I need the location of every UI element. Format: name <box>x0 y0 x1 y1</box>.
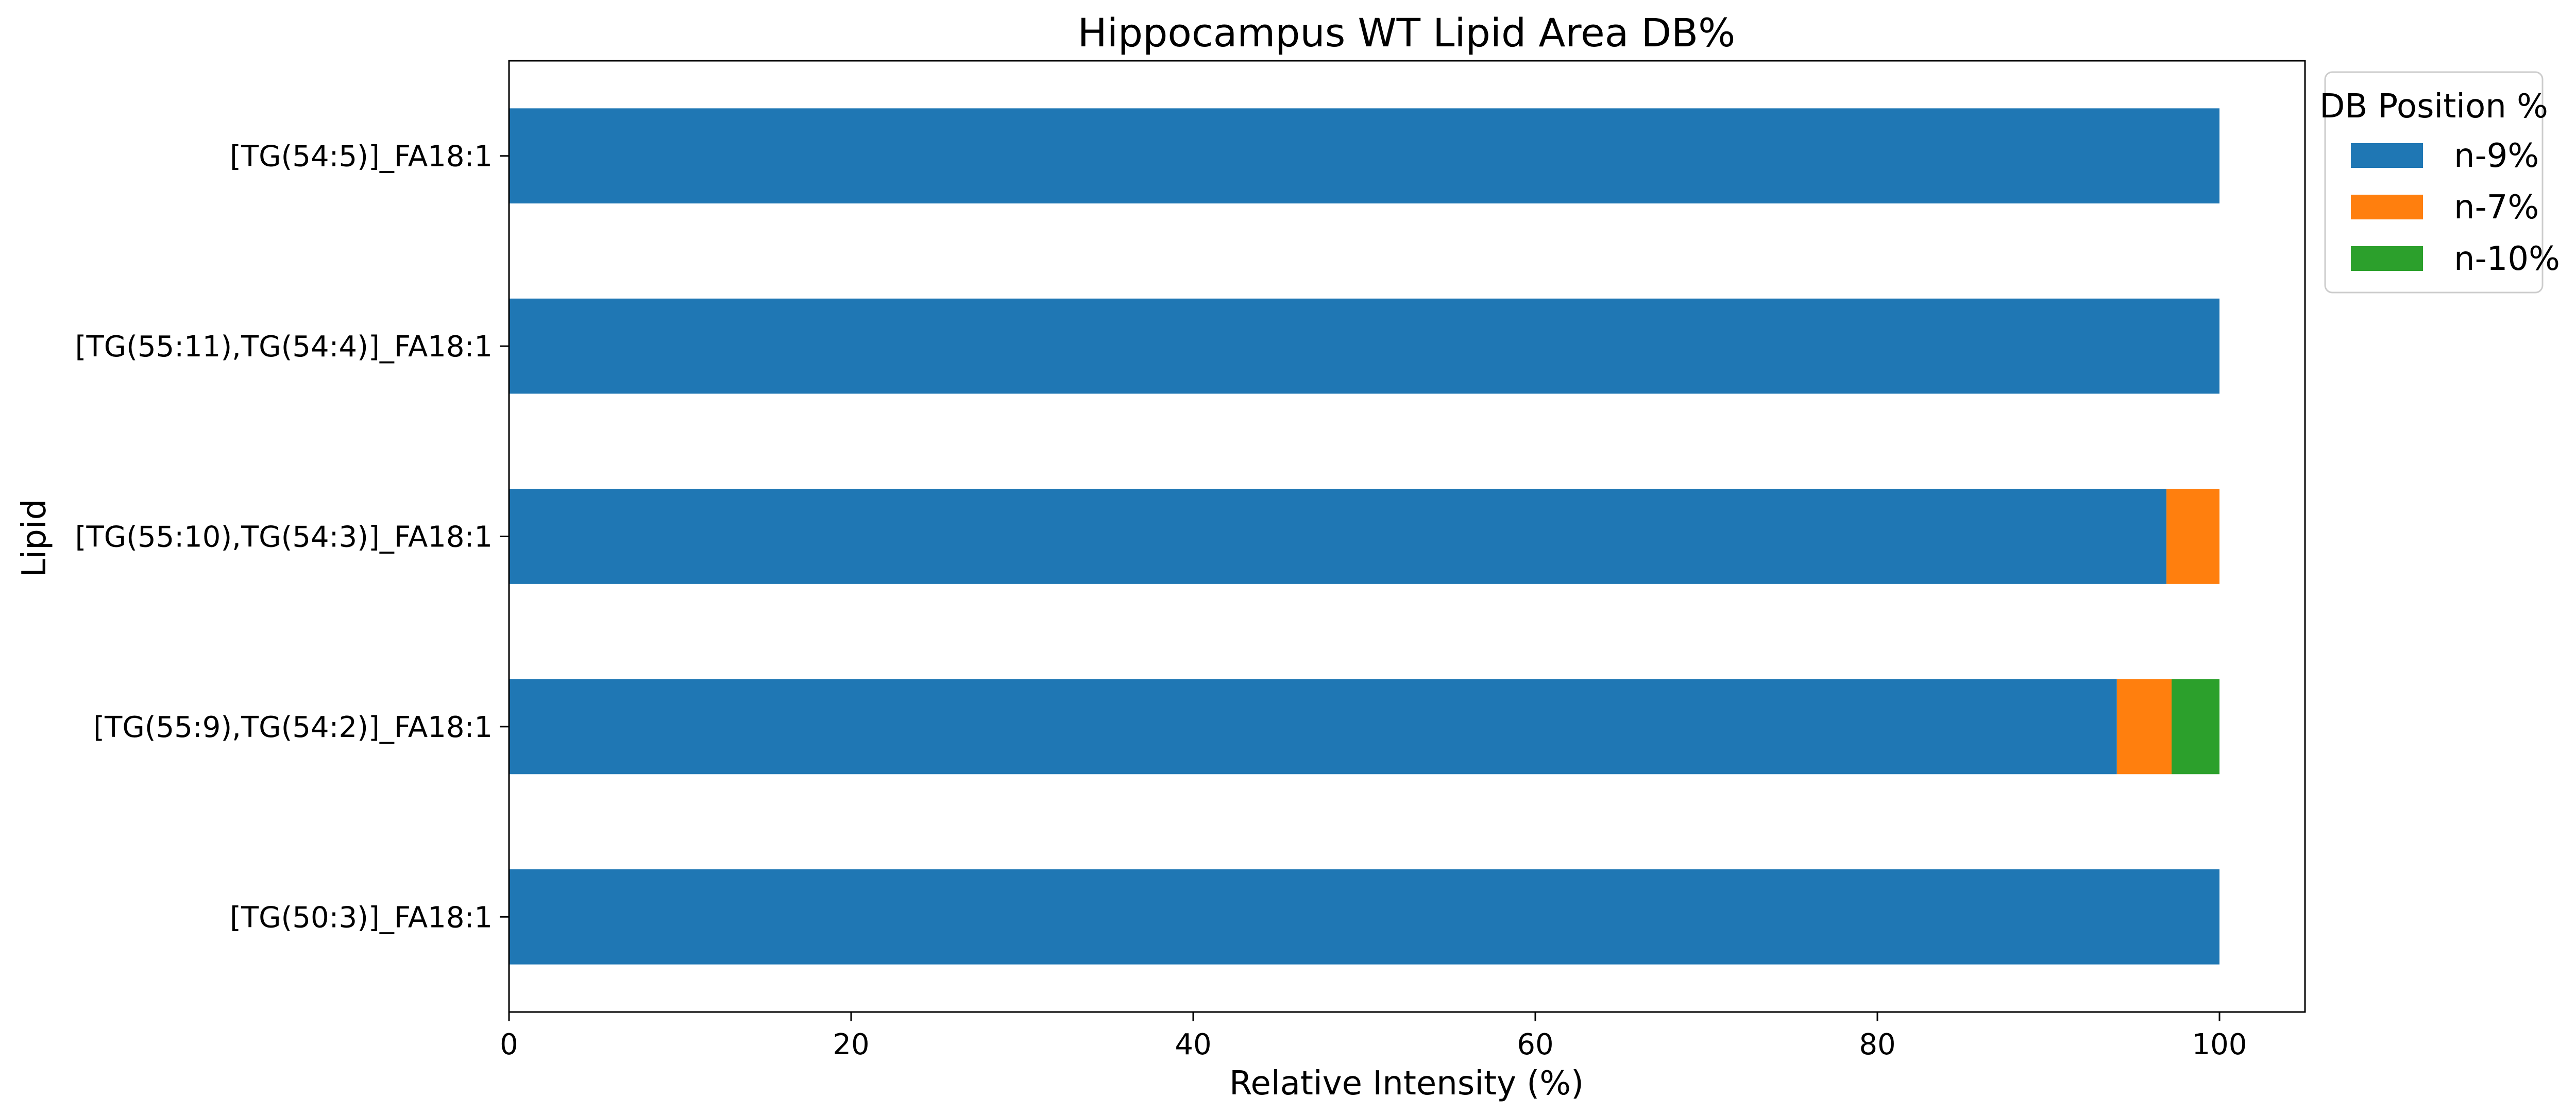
x-tick-label: 80 <box>1859 1028 1895 1061</box>
y-axis: [TG(50:3)]_FA18:1 [TG(55:9),TG(54:2)]_FA1… <box>75 140 509 934</box>
bar-segment-1-row-5 <box>509 108 2219 204</box>
bar-segment-1-row-2 <box>509 679 2117 775</box>
y-axis-label: Lipid <box>15 499 54 577</box>
legend-entries: n-9% n-7% n-10% <box>2351 137 2560 278</box>
legend-swatch-1 <box>2351 143 2423 168</box>
legend-title: DB Position % <box>2319 88 2548 126</box>
plot-area <box>509 108 2219 965</box>
y-tick-label: [TG(54:5)]_FA18:1 <box>230 140 493 174</box>
legend-box <box>2324 71 2544 294</box>
legend-swatch-3 <box>2351 246 2423 271</box>
bar-segment-2-row-3 <box>2166 489 2219 584</box>
chart-title: Hippocampus WT Lipid Area DB% <box>1078 10 1736 56</box>
y-tick-label: [TG(55:10),TG(54:3)]_FA18:1 <box>75 521 493 554</box>
legend-label-3: n-10% <box>2454 240 2560 278</box>
y-tick-label: [TG(50:3)]_FA18:1 <box>230 901 493 934</box>
y-tick-label: [TG(55:11),TG(54:4)]_FA18:1 <box>75 330 493 364</box>
legend-label-2: n-7% <box>2454 188 2539 227</box>
x-tick-label: 60 <box>1517 1028 1553 1061</box>
bar-segment-1-row-3 <box>509 489 2167 584</box>
x-axis: 0 20 40 60 80 100 <box>500 1012 2247 1061</box>
bar-segment-2-row-2 <box>2116 679 2172 775</box>
x-tick-label: 0 <box>500 1028 518 1061</box>
x-tick-label: 40 <box>1175 1028 1211 1061</box>
legend-label-1: n-9% <box>2454 137 2539 175</box>
legend: DB Position % n-9% n-7% n-10% <box>2319 71 2560 294</box>
bar-segment-1-row-4 <box>509 298 2219 394</box>
legend-swatch-2 <box>2351 195 2423 219</box>
x-tick-label: 20 <box>833 1028 869 1061</box>
bar-segment-3-row-2 <box>2172 679 2219 775</box>
x-axis-label: Relative Intensity (%) <box>1229 1065 1584 1103</box>
x-tick-label: 100 <box>2192 1028 2247 1061</box>
bar-segment-1-row-1 <box>509 869 2219 965</box>
y-tick-label: [TG(55:9),TG(54:2)]_FA18:1 <box>93 711 493 744</box>
